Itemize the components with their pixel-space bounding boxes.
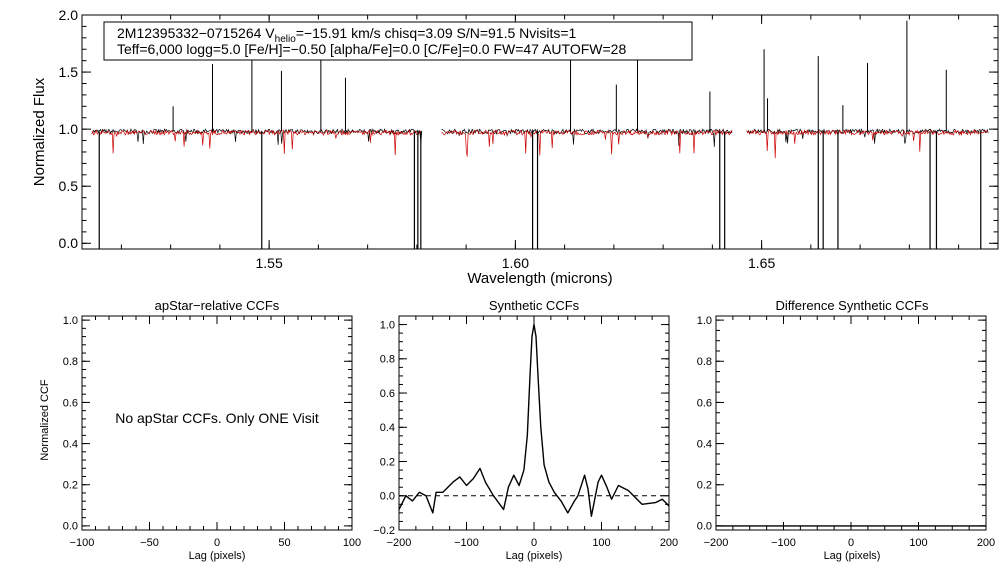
- apstar-ccf-x-axis-label: Lag (pixels): [189, 550, 246, 562]
- x-tick-label: 200: [660, 537, 678, 549]
- x-tick-label: −100: [70, 537, 95, 549]
- model-spectrum-line: [91, 129, 423, 156]
- annotation-line-1: 2M12395332−0715264 Vhelio=−15.91 km/s ch…: [117, 25, 577, 45]
- apstar-ccf-panel: apStar−relative CCFs −100 −50 0 50 100 0.0 0.2…: [39, 298, 361, 562]
- y-tick-label: 1.5: [59, 64, 79, 80]
- y-tick-label: 0.8: [63, 356, 78, 368]
- x-tick-label: −200: [387, 537, 412, 549]
- synthetic-ccf-title: Synthetic CCFs: [489, 298, 580, 313]
- x-tick-label: 1.65: [748, 255, 775, 271]
- annotation-stats: =−15.91 km/s chisq=3.09 S/N=91.5 Nvisits…: [296, 25, 577, 41]
- y-tick-label: 0.0: [63, 521, 78, 533]
- x-tick-label: 0: [214, 537, 220, 549]
- apstar-ccf-title: apStar−relative CCFs: [155, 298, 280, 313]
- x-tick-label: −200: [704, 537, 729, 549]
- spectrum-axes-frame: [81, 14, 999, 250]
- spectrum-ticks: 1.55 1.60 1.65 0.0 0.5 1.0 1.5 2.0: [59, 7, 998, 271]
- y-tick-label: 1.0: [697, 315, 712, 327]
- y-tick-label: 0.6: [697, 397, 712, 409]
- observed-spectrum-line: [441, 128, 733, 147]
- difference-ccf-ticks: −200 −100 0 100 200 0.0 0.2 0.4 0.6 0.8 1.0: [697, 315, 995, 549]
- difference-ccf-x-axis-label: Lag (pixels): [824, 550, 881, 562]
- y-tick-label: 0.0: [697, 521, 712, 533]
- y-tick-label: 0.6: [380, 388, 395, 400]
- synthetic-ccf-line: [398, 323, 670, 517]
- y-tick-label: 1.0: [59, 121, 79, 137]
- difference-ccf-panel: Difference Synthetic CCFs −200 −100 0 100 20…: [697, 298, 995, 562]
- x-tick-label: 1.55: [256, 255, 283, 271]
- y-tick-label: 0.0: [59, 235, 79, 251]
- apstar-ccf-ticks: −100 −50 0 50 100 0.0 0.2 0.4 0.6 0.8 1.0: [63, 315, 361, 549]
- y-tick-label: 1.0: [63, 315, 78, 327]
- x-tick-label: 100: [909, 537, 927, 549]
- y-tick-label: −0.2: [373, 525, 395, 537]
- y-tick-label: 0.4: [380, 422, 395, 434]
- spectrum-y-axis-label: Normalized Flux: [31, 77, 48, 186]
- spectrum-plot-area: [91, 20, 989, 249]
- y-tick-label: 0.2: [380, 456, 395, 468]
- synthetic-ccf-axes-frame: [398, 315, 670, 531]
- synthetic-ccf-x-axis-label: Lag (pixels): [506, 550, 563, 562]
- annotation-star-id: 2M12395332−0715264 V: [117, 25, 275, 41]
- no-ccf-message: No apStar CCFs. Only ONE Visit: [115, 410, 319, 426]
- x-tick-label: −100: [454, 537, 479, 549]
- y-tick-label: 2.0: [59, 7, 79, 23]
- model-spectrum-line: [441, 129, 733, 157]
- x-tick-label: 100: [343, 537, 361, 549]
- synthetic-ccf-plot-area: [398, 323, 670, 517]
- y-tick-label: 1.0: [380, 319, 395, 331]
- y-tick-label: 0.2: [697, 480, 712, 492]
- apstar-ccf-y-axis-label: Normalized CCF: [39, 379, 51, 461]
- synthetic-ccf-ticks: −200 −100 0 100 200 −0.2 0.0 0.2 0.4 0.6 0.8 1.0: [373, 315, 678, 549]
- y-tick-label: 0.0: [380, 491, 395, 503]
- spectrum-panel: 1.55 1.60 1.65 0.0 0.5 1.0 1.5 2.0 Wavelength (…: [31, 7, 999, 287]
- x-tick-label: 0: [531, 537, 537, 549]
- x-tick-label: 100: [592, 537, 610, 549]
- y-tick-label: 0.6: [63, 397, 78, 409]
- x-tick-label: 200: [977, 537, 995, 549]
- difference-ccf-axes-frame: [715, 315, 987, 531]
- y-tick-label: 0.2: [63, 480, 78, 492]
- x-tick-label: 0: [848, 537, 854, 549]
- x-tick-label: 50: [278, 537, 290, 549]
- x-tick-label: −100: [771, 537, 796, 549]
- annotation-frame: [103, 21, 693, 61]
- y-tick-label: 0.8: [380, 354, 395, 366]
- x-tick-label: −50: [140, 537, 159, 549]
- spectrum-x-axis-label: Wavelength (microns): [467, 270, 612, 287]
- y-tick-label: 0.4: [63, 438, 78, 450]
- model-spectrum-line: [746, 129, 989, 159]
- difference-ccf-title: Difference Synthetic CCFs: [776, 298, 929, 313]
- annotation-helio-subscript: helio: [275, 34, 297, 45]
- synthetic-ccf-panel: Synthetic CCFs −200 −100 0 100 200 −0.2 0.0 0.2…: [373, 298, 678, 562]
- y-tick-label: 0.5: [59, 178, 79, 194]
- x-tick-label: 1.60: [502, 255, 529, 271]
- annotation-line-2: Teff=6,000 logg=5.0 [Fe/H]=−0.50 [alpha/…: [117, 41, 626, 57]
- y-tick-label: 0.4: [697, 438, 712, 450]
- spectrum-annotation-box: 2M12395332−0715264 Vhelio=−15.91 km/s ch…: [103, 21, 693, 61]
- y-tick-label: 0.8: [697, 356, 712, 368]
